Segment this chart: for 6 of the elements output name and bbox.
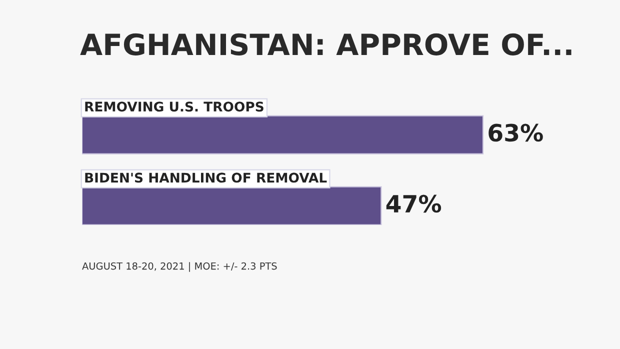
text: AUGUST 18-20, 2021 | MOE: +/- 2.3 PTS bbox=[82, 262, 277, 272]
data-label: 63% bbox=[488, 124, 543, 142]
y-tick-label: REMOVING U.S. TROOPS bbox=[85, 102, 264, 112]
data-label: 47% bbox=[386, 194, 442, 213]
y-tick-label: BIDEN'S HANDLING OF REMOVAL bbox=[85, 172, 327, 183]
chart-title: AFGHANISTAN: APPROVE OF... bbox=[80, 33, 572, 56]
